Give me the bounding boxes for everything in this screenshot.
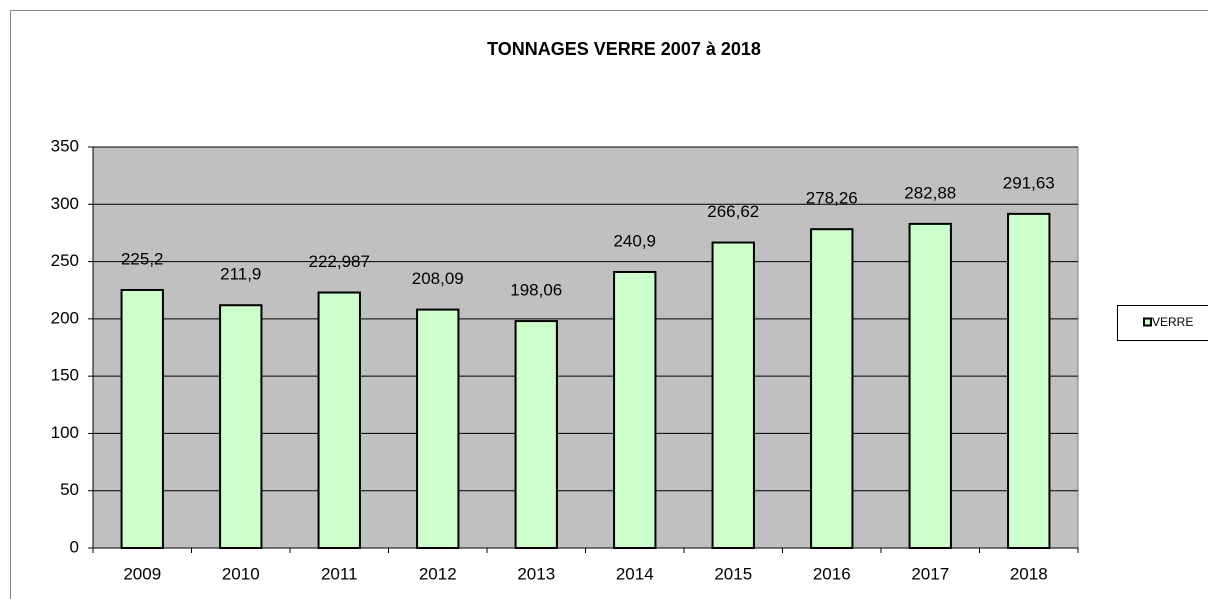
x-tick-label: 2012: [419, 564, 457, 583]
data-label: 240,9: [613, 231, 656, 250]
bar: [416, 308, 460, 549]
legend-marker: [1143, 317, 1152, 327]
x-tick-label: 2017: [911, 564, 949, 583]
y-tick-label: 50: [60, 480, 79, 499]
bar: [317, 291, 361, 549]
data-label: 225,2: [121, 249, 164, 268]
bar: [908, 222, 952, 550]
x-tick-label: 2014: [616, 564, 654, 583]
x-tick-label: 2009: [123, 564, 161, 583]
y-tick-label: 300: [51, 194, 79, 213]
data-label: 278,26: [806, 189, 858, 208]
x-tick-label: 2018: [1010, 564, 1048, 583]
legend-label: VERRE: [1152, 315, 1193, 329]
legend-box: [1117, 305, 1208, 341]
x-tick-label: 2011: [321, 564, 358, 583]
y-tick-label: 150: [51, 366, 79, 385]
x-tick-label: 2013: [517, 564, 555, 583]
bar: [1007, 212, 1051, 549]
x-tick-label: 2010: [222, 564, 260, 583]
data-label: 291,63: [1003, 173, 1055, 192]
data-label: 282,88: [904, 183, 956, 202]
bar: [514, 320, 558, 549]
bar: [613, 270, 657, 549]
bar: [219, 304, 263, 549]
data-label: 211,9: [220, 265, 261, 284]
data-label: 208,09: [412, 269, 464, 288]
x-tick-label: 2016: [813, 564, 851, 583]
data-label: 198,06: [510, 281, 562, 300]
y-tick-label: 200: [51, 308, 79, 327]
y-tick-label: 0: [70, 537, 79, 556]
y-tick-label: 100: [51, 423, 79, 442]
bar: [711, 241, 755, 549]
y-tick-label: 350: [51, 136, 79, 155]
x-tick-label: 2015: [714, 564, 752, 583]
data-label: 266,62: [707, 202, 759, 221]
bar: [120, 288, 164, 549]
data-label: 222,987: [309, 252, 370, 271]
y-tick-label: 250: [51, 251, 79, 270]
bar: [810, 228, 854, 549]
chart-title: TONNAGES VERRE 2007 à 2018: [487, 39, 761, 59]
